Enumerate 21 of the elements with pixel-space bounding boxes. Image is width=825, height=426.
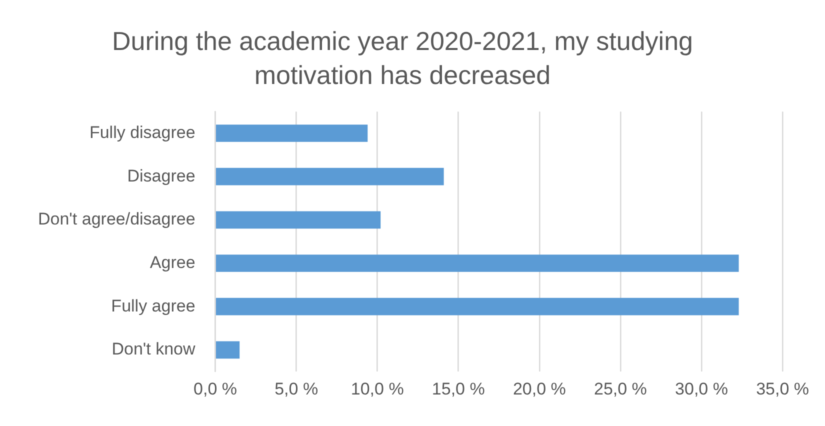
y-tick-label: Fully disagree: [89, 122, 196, 142]
y-tick-label: Disagree: [127, 166, 196, 186]
x-tick-label: 20,0 %: [512, 379, 566, 398]
bar: [216, 124, 368, 142]
bar: [216, 341, 240, 359]
bar: [216, 211, 381, 229]
x-tick-label: 35,0 %: [756, 379, 810, 398]
x-tick-label: 5,0 %: [274, 379, 318, 398]
x-tick-label: 30,0 %: [675, 379, 728, 398]
x-tick-label: 15,0 %: [432, 379, 485, 398]
x-tick-label: 0,0 %: [194, 379, 238, 398]
bar: [216, 298, 739, 316]
x-tick-label: 25,0 %: [594, 379, 647, 398]
y-tick-label: Fully agree: [111, 296, 196, 316]
bar: [216, 168, 444, 186]
y-tick-label: Agree: [150, 252, 196, 272]
bar: [216, 254, 739, 272]
x-tick-label: 10,0 %: [350, 379, 404, 398]
y-tick-label: Don't agree/disagree: [38, 210, 196, 229]
chart-title: During the academic year 2020-2021, my studying motivation has decreased: [112, 26, 693, 90]
y-tick-label: Don't know: [112, 340, 196, 359]
